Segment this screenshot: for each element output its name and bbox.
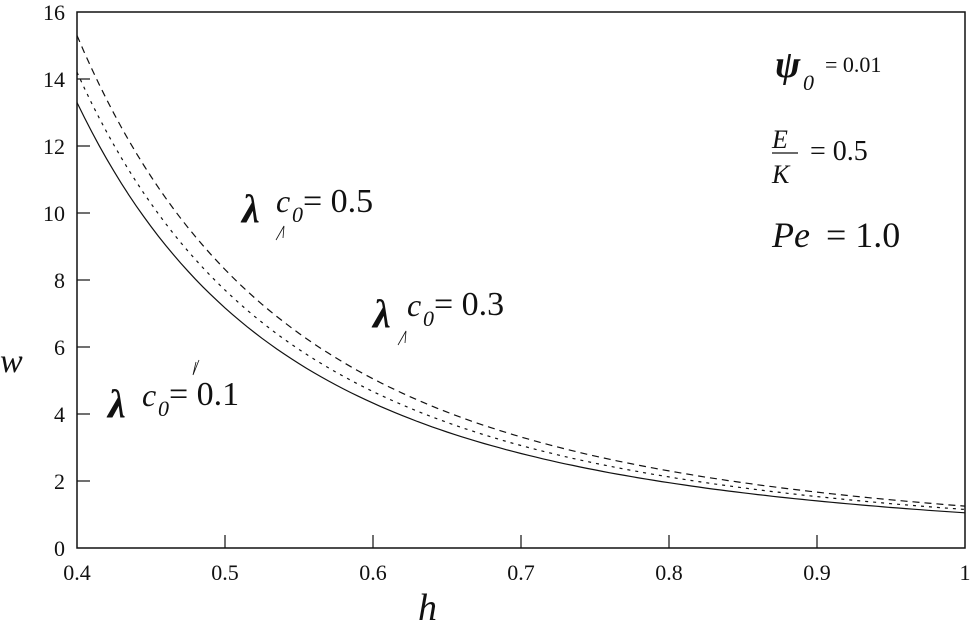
- x-axis-label: h: [418, 587, 437, 629]
- y-tick-label: 8: [54, 268, 65, 293]
- svg-text:0: 0: [423, 306, 434, 331]
- x-tick-label: 0.9: [803, 560, 831, 585]
- x-tick-label: 0.6: [359, 560, 387, 585]
- y-tick-label: 2: [54, 469, 65, 494]
- x-tick-label: 0.8: [655, 560, 683, 585]
- svg-text:= 0.1: = 0.1: [169, 376, 239, 413]
- x-axis: 0.4 0.5 0.6 0.7 0.8 0.9 1: [63, 535, 971, 585]
- svg-text:λ: λ: [240, 186, 260, 231]
- svg-text:λ: λ: [371, 291, 391, 336]
- curve-dashed: [76, 35, 966, 507]
- svg-text:0: 0: [158, 396, 169, 421]
- curve-label-0.1: λ c 0 = 0.1: [106, 359, 239, 426]
- curve-dotted: [76, 72, 966, 511]
- psi-symbol: ψ: [775, 44, 801, 86]
- y-tick-label: 14: [43, 67, 65, 92]
- ratio-numerator: E: [771, 125, 788, 154]
- y-tick-label: 4: [54, 402, 65, 427]
- y-tick-label: 0: [54, 536, 65, 561]
- svg-text:c: c: [407, 287, 421, 323]
- x-tick-label: 0.5: [211, 560, 239, 585]
- curve-label-0.3: λ c 0 = 0.3: [371, 286, 504, 346]
- y-tick-label: 10: [43, 201, 65, 226]
- svg-text:λ: λ: [106, 381, 126, 426]
- y-tick-label: 12: [43, 134, 65, 159]
- svg-text:= 0.5: = 0.5: [303, 183, 373, 220]
- ratio-value: = 0.5: [810, 136, 868, 167]
- y-axis-label: w: [0, 343, 23, 380]
- x-tick-label: 0.4: [63, 560, 91, 585]
- curves: [76, 35, 966, 514]
- x-tick-label: 0.7: [507, 560, 535, 585]
- plot-frame: [76, 11, 966, 549]
- pe-label: Pe: [771, 215, 810, 255]
- curve-solid: [76, 102, 966, 514]
- y-tick-label: 6: [54, 335, 65, 360]
- svg-text:c: c: [276, 183, 290, 219]
- curve-label-0.5: λ c 0 = 0.5: [240, 183, 373, 241]
- psi-value: = 0.01: [825, 52, 881, 77]
- x-tick-label: 1: [960, 560, 971, 585]
- pe-value: = 1.0: [826, 215, 900, 255]
- ratio-denominator: K: [771, 160, 791, 189]
- y-tick-label: 16: [43, 0, 65, 25]
- svg-text:0: 0: [292, 202, 303, 227]
- psi-subscript: 0: [803, 70, 814, 95]
- svg-text:= 0.3: = 0.3: [434, 286, 504, 323]
- svg-text:c: c: [142, 377, 156, 413]
- y-axis: 0 2 4 6 8 10 12 14 16: [43, 0, 90, 561]
